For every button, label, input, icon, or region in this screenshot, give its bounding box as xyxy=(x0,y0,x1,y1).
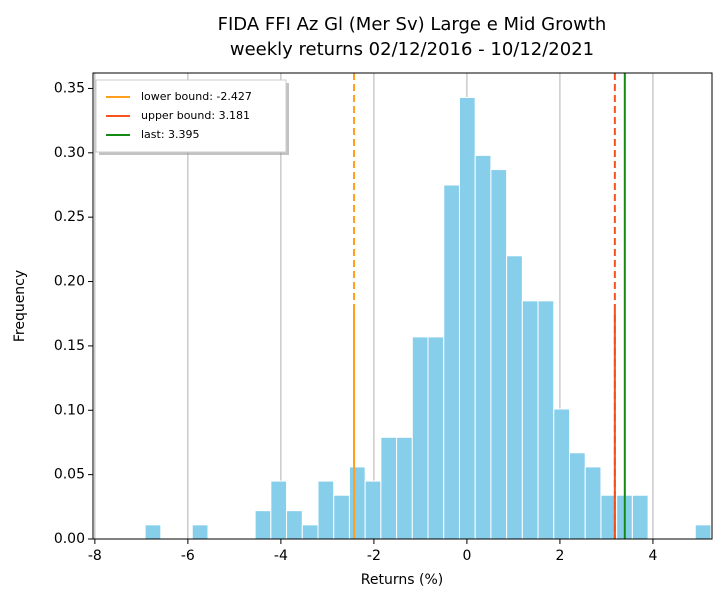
bar xyxy=(490,169,508,540)
bar xyxy=(380,436,398,540)
bar xyxy=(348,466,366,540)
x-tick-label: -8 xyxy=(88,548,102,564)
y-tick-label: 0.15 xyxy=(54,338,85,354)
bar xyxy=(521,300,539,540)
y-tick-label: 0.00 xyxy=(54,531,85,547)
legend-label: last: 3.395 xyxy=(141,128,200,141)
plot-frame xyxy=(92,72,713,540)
bar xyxy=(584,466,602,540)
bar xyxy=(144,524,162,540)
bar xyxy=(631,494,649,540)
bar xyxy=(301,524,319,540)
x-tick-label: -6 xyxy=(181,548,195,564)
y-tick-label: 0.30 xyxy=(54,145,85,161)
bar xyxy=(191,524,209,540)
bar xyxy=(427,336,445,540)
y-tick-label: 0.25 xyxy=(54,209,85,225)
y-tick-label: 0.10 xyxy=(54,402,85,418)
legend: lower bound: -2.427 upper bound: 3.181 las… xyxy=(95,79,289,155)
x-tick-label: -4 xyxy=(274,548,288,564)
x-axis-label: Returns (%) xyxy=(361,572,443,588)
y-tick-label: 0.05 xyxy=(54,467,85,483)
bar xyxy=(694,524,712,540)
bar xyxy=(458,96,476,540)
legend-label: upper bound: 3.181 xyxy=(141,109,250,122)
bar xyxy=(317,480,335,540)
y-tick-label: 0.20 xyxy=(54,274,85,290)
bar xyxy=(286,510,303,540)
y-tick-label: 0.35 xyxy=(54,80,85,96)
chart-title: FIDA FFI Az Gl (Mer Sv) Large e Mid Grow… xyxy=(218,14,607,35)
bar xyxy=(333,494,350,540)
bar xyxy=(443,184,460,540)
bar xyxy=(270,480,288,540)
bar xyxy=(506,255,523,540)
legend-label: lower bound: -2.427 xyxy=(141,90,252,103)
bar xyxy=(411,336,429,540)
bar xyxy=(396,436,413,540)
bar xyxy=(254,510,272,540)
x-tick-label: -2 xyxy=(367,548,381,564)
bar xyxy=(474,154,492,540)
bar xyxy=(364,480,382,540)
x-tick-label: 2 xyxy=(555,548,564,564)
bar xyxy=(553,408,571,540)
bar xyxy=(537,300,555,540)
x-tick-label: 4 xyxy=(648,548,657,564)
x-tick-label: 0 xyxy=(462,548,471,564)
y-axis-label: Frequency xyxy=(12,270,28,342)
chart-subtitle: weekly returns 02/12/2016 - 10/12/2021 xyxy=(230,39,594,60)
bar xyxy=(569,452,586,540)
